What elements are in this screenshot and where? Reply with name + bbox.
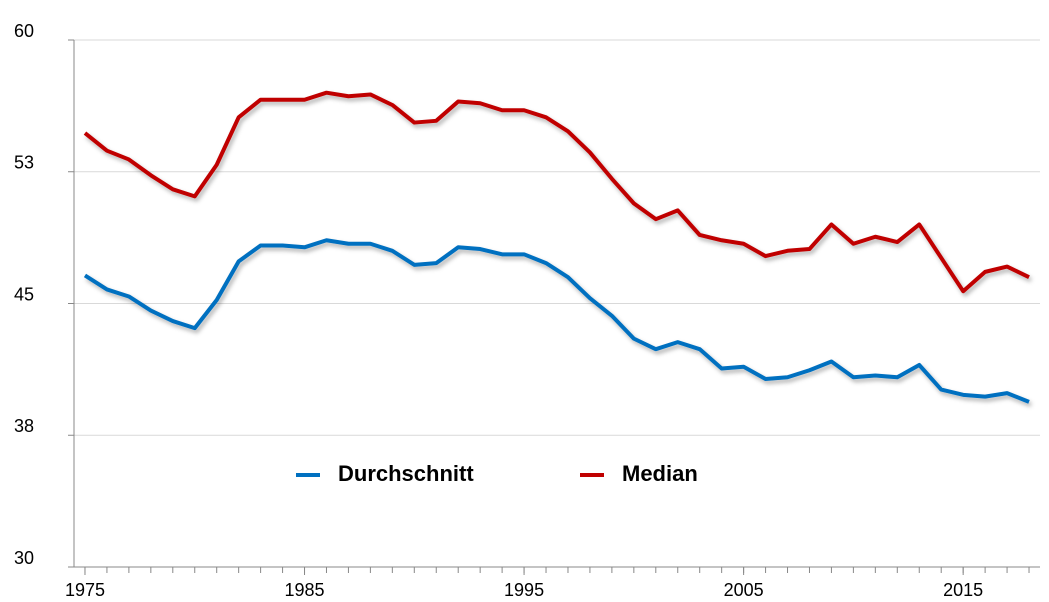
x-tick-label: 2015 (943, 580, 983, 600)
y-tick-label: 45 (14, 284, 34, 304)
series-line (83, 90, 1030, 294)
x-tick-label: 1985 (284, 580, 324, 600)
x-tick-label: 1995 (504, 580, 544, 600)
x-tick-label: 1975 (65, 580, 105, 600)
x-tick-label: 2005 (724, 580, 764, 600)
series-line (83, 238, 1030, 404)
y-tick-label: 30 (14, 548, 34, 568)
legend-label: Median (622, 461, 698, 486)
y-tick-label: 38 (14, 416, 34, 436)
legend-label: Durchschnitt (338, 461, 474, 486)
y-tick-label: 60 (14, 21, 34, 41)
y-tick-label: 53 (14, 153, 34, 173)
